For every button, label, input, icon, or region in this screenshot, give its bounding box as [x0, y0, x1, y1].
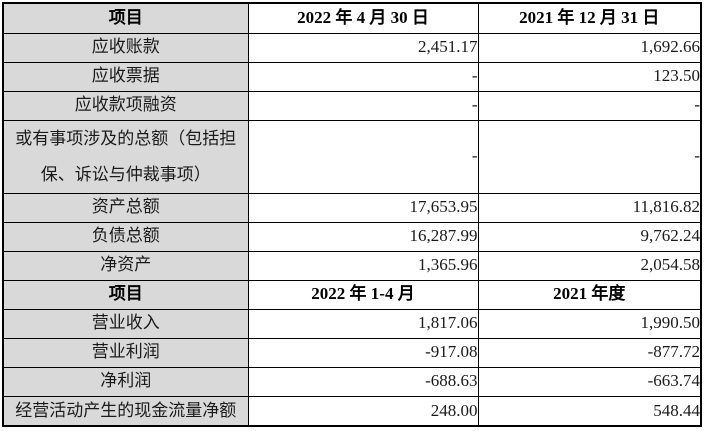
row-value: 1,365.96	[247, 250, 479, 281]
row-value: -	[247, 90, 479, 121]
row-value: 1,990.50	[477, 308, 702, 339]
row-value: -	[247, 119, 479, 194]
row-label: 营业利润	[2, 337, 249, 368]
table-row: 净利润 -688.63 -663.74	[2, 366, 702, 397]
row-value: 123.50	[477, 61, 702, 92]
row-value: 1,817.06	[247, 308, 479, 339]
table-header-income: 项目 2022 年 1-4 月 2021 年度	[2, 279, 702, 310]
row-label: 负债总额	[2, 221, 249, 252]
row-value: -	[477, 119, 702, 194]
table-row: 资产总额 17,653.95 11,816.82	[2, 192, 702, 223]
header-period-2021: 2021 年度	[477, 279, 702, 310]
row-value: 17,653.95	[247, 192, 479, 223]
header-period-2022-1-4: 2022 年 1-4 月	[247, 279, 479, 310]
row-label: 净利润	[2, 366, 249, 397]
row-value: 11,816.82	[477, 192, 702, 223]
header-item-label: 项目	[2, 2, 249, 34]
header-item-label: 项目	[2, 279, 249, 310]
header-date-2022-04-30: 2022 年 4 月 30 日	[247, 2, 479, 34]
row-label: 营业收入	[2, 308, 249, 339]
row-value: -	[477, 90, 702, 121]
row-value: 2,451.17	[247, 32, 479, 63]
row-label: 资产总额	[2, 192, 249, 223]
table-row: 净资产 1,365.96 2,054.58	[2, 250, 702, 281]
row-value: 2,054.58	[477, 250, 702, 281]
row-label: 或有事项涉及的总额（包括担保、诉讼与仲裁事项）	[2, 119, 249, 194]
row-value: -877.72	[477, 337, 702, 368]
table-row: 应收账款 2,451.17 1,692.66	[2, 32, 702, 63]
financial-summary-table: 项目 2022 年 4 月 30 日 2021 年 12 月 31 日 应收账款…	[2, 2, 702, 427]
table-row: 营业利润 -917.08 -877.72	[2, 337, 702, 368]
row-label: 应收账款	[2, 32, 249, 63]
row-label: 应收票据	[2, 61, 249, 92]
table-row: 应收款项融资 - -	[2, 90, 702, 121]
table-header-balance: 项目 2022 年 4 月 30 日 2021 年 12 月 31 日	[2, 2, 702, 34]
table-row: 应收票据 - 123.50	[2, 61, 702, 92]
row-value: -663.74	[477, 366, 702, 397]
row-label: 应收款项融资	[2, 90, 249, 121]
header-date-2021-12-31: 2021 年 12 月 31 日	[477, 2, 702, 34]
row-value: 16,287.99	[247, 221, 479, 252]
table-row: 负债总额 16,287.99 9,762.24	[2, 221, 702, 252]
row-value: -688.63	[247, 366, 479, 397]
row-value: -917.08	[247, 337, 479, 368]
row-label: 经营活动产生的现金流量净额	[2, 395, 249, 427]
table-row: 营业收入 1,817.06 1,990.50	[2, 308, 702, 339]
table-row: 或有事项涉及的总额（包括担保、诉讼与仲裁事项） - -	[2, 119, 702, 194]
row-value: 248.00	[247, 395, 479, 427]
row-value: 9,762.24	[477, 221, 702, 252]
table-row: 经营活动产生的现金流量净额 248.00 548.44	[2, 395, 702, 427]
row-label: 净资产	[2, 250, 249, 281]
row-value: 1,692.66	[477, 32, 702, 63]
row-value: -	[247, 61, 479, 92]
row-value: 548.44	[477, 395, 702, 427]
